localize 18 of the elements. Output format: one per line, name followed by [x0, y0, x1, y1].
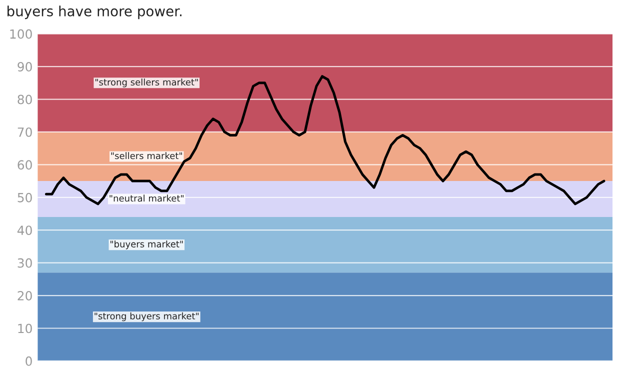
band-label: "neutral market" [110, 194, 184, 202]
y-tick-label: 0 [26, 356, 32, 366]
y-tick-label: 100 [10, 29, 32, 39]
line-series [44, 75, 606, 206]
y-tick-label: 30 [18, 258, 32, 268]
y-tick-label: 10 [18, 324, 32, 334]
band-label: "buyers market" [110, 240, 183, 250]
band-label: "sellers market" [111, 152, 182, 160]
y-tick-label: 50 [18, 192, 32, 202]
y-tick-label: 40 [17, 226, 32, 236]
chart-subtitle: buyers have more power. [8, 6, 182, 20]
y-tick-label: 80 [18, 94, 32, 104]
y-tick-label: 60 [18, 160, 32, 170]
band-label: "strong buyers market" [94, 312, 199, 322]
y-tick-label: 20 [18, 291, 32, 300]
y-tick-label: 70 [18, 127, 32, 137]
band-label: "strong sellers market" [95, 78, 198, 88]
y-tick-label: 90 [18, 62, 32, 72]
